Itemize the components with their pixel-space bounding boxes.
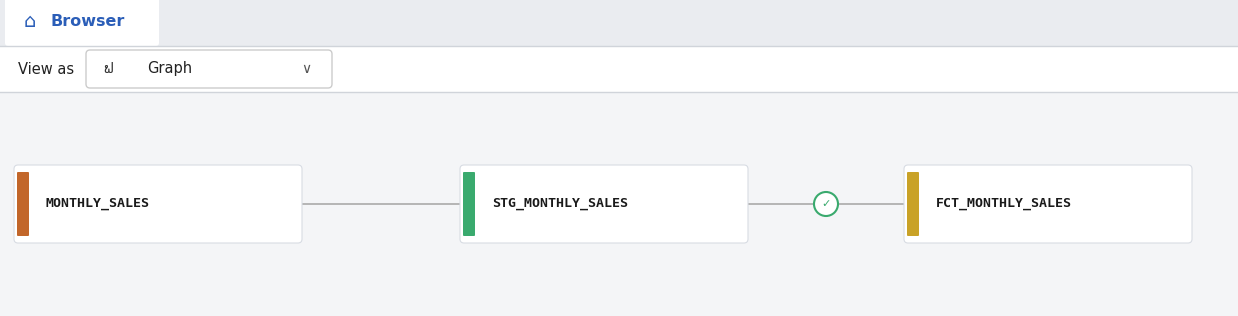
- Text: ∨: ∨: [301, 62, 311, 76]
- FancyBboxPatch shape: [14, 165, 302, 243]
- FancyBboxPatch shape: [461, 165, 748, 243]
- FancyBboxPatch shape: [0, 0, 1238, 46]
- Text: MONTHLY_SALES: MONTHLY_SALES: [46, 198, 150, 210]
- FancyBboxPatch shape: [904, 165, 1192, 243]
- FancyBboxPatch shape: [0, 92, 1238, 316]
- Text: Graph: Graph: [147, 62, 193, 76]
- FancyBboxPatch shape: [907, 172, 919, 236]
- FancyBboxPatch shape: [17, 172, 28, 236]
- FancyBboxPatch shape: [0, 46, 1238, 92]
- Text: View as: View as: [19, 62, 74, 76]
- Circle shape: [815, 192, 838, 216]
- FancyBboxPatch shape: [85, 50, 332, 88]
- Text: STG_MONTHLY_SALES: STG_MONTHLY_SALES: [491, 198, 628, 210]
- Text: ⌂: ⌂: [24, 12, 36, 31]
- FancyBboxPatch shape: [5, 0, 158, 46]
- Text: Browser: Browser: [51, 14, 125, 29]
- Text: ຟ: ຟ: [103, 62, 113, 76]
- Text: ✓: ✓: [821, 199, 831, 209]
- Text: FCT_MONTHLY_SALES: FCT_MONTHLY_SALES: [936, 198, 1072, 210]
- FancyBboxPatch shape: [463, 172, 475, 236]
